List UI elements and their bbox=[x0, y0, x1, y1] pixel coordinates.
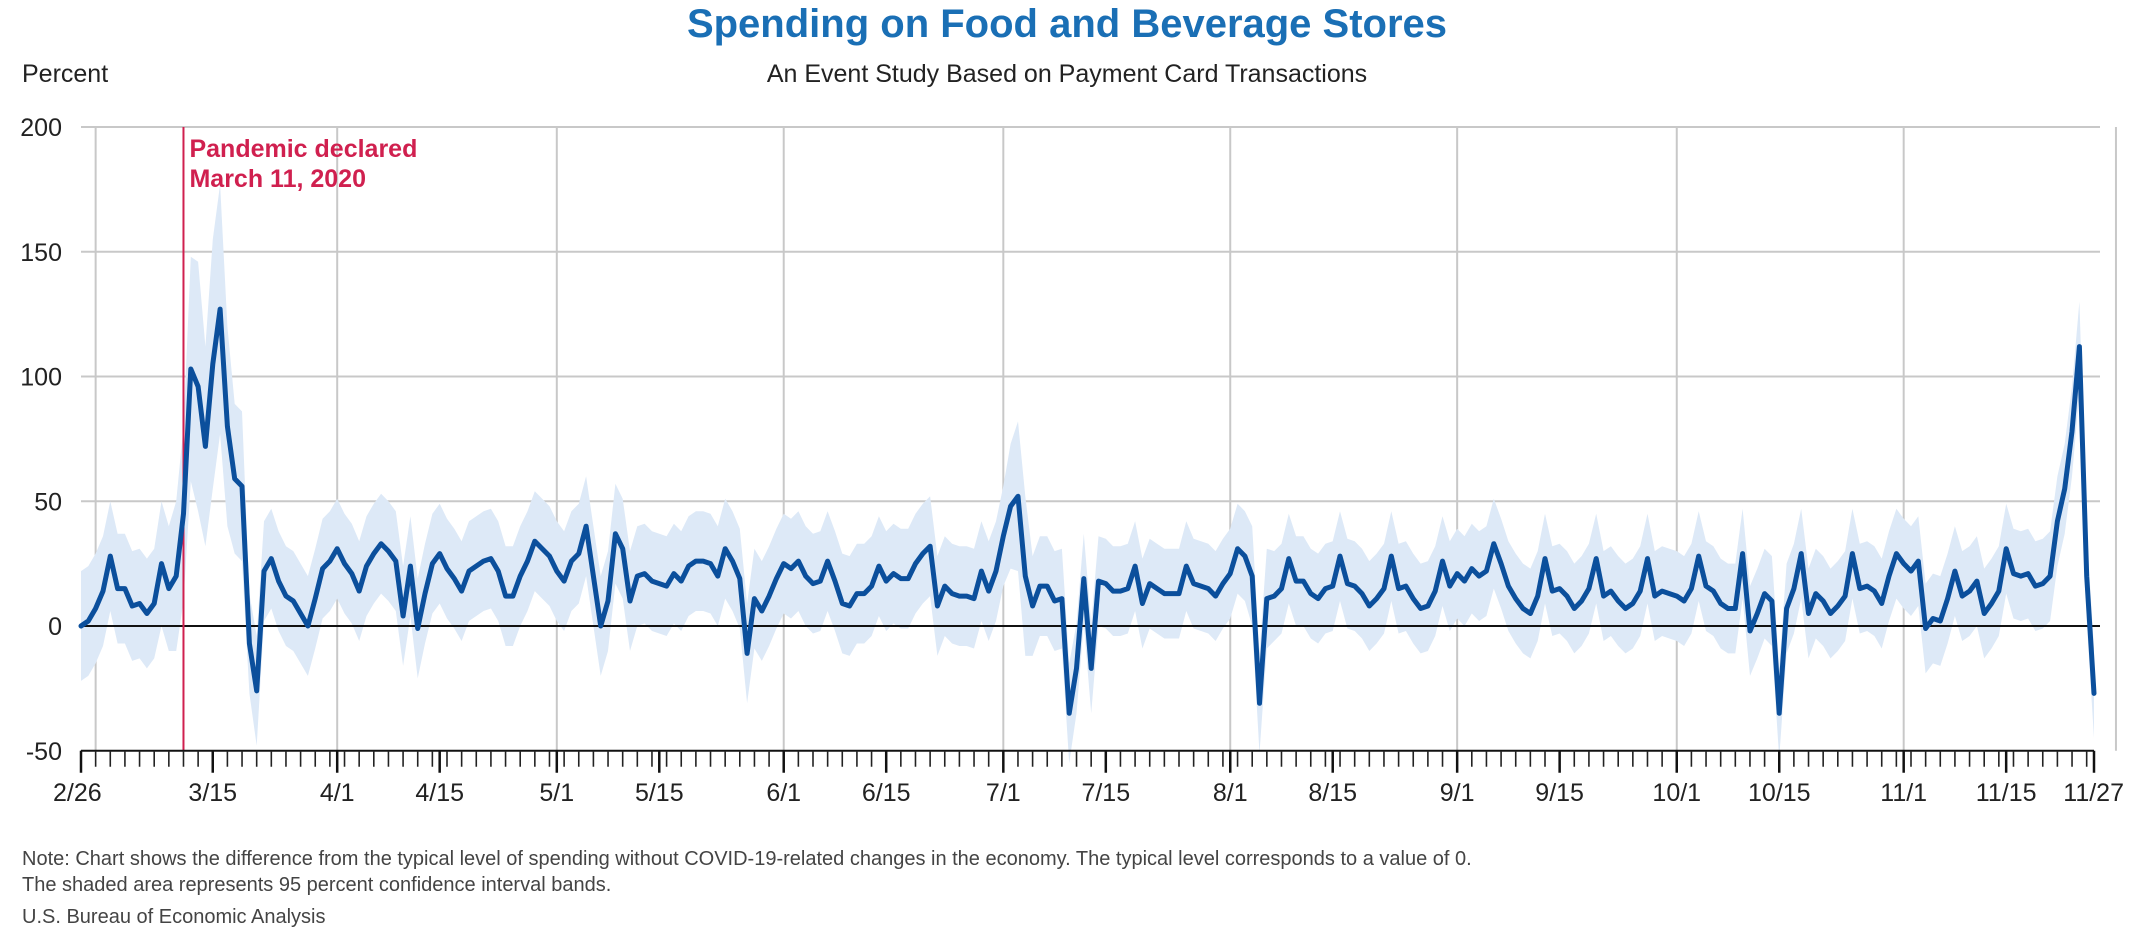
x-tick-label: 10/1 bbox=[1652, 779, 1701, 807]
y-tick-50: 50 bbox=[34, 488, 62, 516]
x-tick-label: 11/1 bbox=[1880, 779, 1927, 807]
series-line bbox=[78, 306, 2097, 716]
y-tick--50: -50 bbox=[26, 738, 62, 766]
y-tick-100: 100 bbox=[20, 364, 62, 392]
chart-title: Spending on Food and Beverage Stores bbox=[686, 2, 1448, 46]
x-tick-label: 5/15 bbox=[635, 779, 684, 807]
chart-subtitle: An Event Study Based on Payment Card Tra… bbox=[766, 60, 1368, 88]
horizontal-gridlines bbox=[81, 126, 2100, 503]
y-tick-labels: 200 150 100 50 0 -50 bbox=[20, 114, 62, 766]
x-tick-label: 7/1 bbox=[986, 779, 1021, 807]
x-tick-label: 3/15 bbox=[188, 779, 237, 807]
x-tick-label: 2/26 bbox=[53, 779, 102, 807]
source-credit: U.S. Bureau of Economic Analysis bbox=[22, 906, 326, 928]
note-line-2: The shaded area represents 95 percent co… bbox=[22, 874, 612, 896]
x-tick-label: 11/15 bbox=[1976, 779, 2037, 807]
x-tick-label: 5/1 bbox=[539, 779, 574, 807]
x-tick-label: 9/1 bbox=[1440, 779, 1475, 807]
confidence-band bbox=[81, 184, 2094, 764]
x-tick-labels: 2/26 3/15 4/1 4/15 5/1 5/15 6/1 6/15 7/1 7/15 8/1 8… bbox=[53, 750, 2124, 807]
x-tick-label: 7/15 bbox=[1081, 779, 1130, 807]
y-tick-0: 0 bbox=[48, 613, 62, 641]
x-tick-label: 8/1 bbox=[1213, 779, 1248, 807]
x-minor-ticks bbox=[80, 750, 2088, 767]
y-tick-150: 150 bbox=[20, 239, 62, 267]
x-tick-label: 6/1 bbox=[766, 779, 801, 807]
y-tick-200: 200 bbox=[20, 114, 62, 142]
x-tick-label: 4/15 bbox=[415, 779, 464, 807]
vertical-gridlines bbox=[94, 127, 2117, 751]
x-tick-label: 9/15 bbox=[1535, 779, 1584, 807]
x-tick-label: 8/15 bbox=[1308, 779, 1357, 807]
x-tick-label: 11/27 bbox=[2063, 779, 2124, 807]
x-tick-label: 10/15 bbox=[1748, 779, 1811, 807]
y-axis-label: Percent bbox=[22, 60, 109, 88]
x-tick-label: 4/1 bbox=[320, 779, 355, 807]
x-tick-label: 6/15 bbox=[862, 779, 911, 807]
line-chart: Pandemic declared March 11, 2020 200 150 1… bbox=[20, 114, 2124, 807]
annotation-line1: Pandemic declared bbox=[189, 135, 417, 163]
note-line-1: Note: Chart shows the difference from th… bbox=[22, 848, 1472, 870]
chart-note: Note: Chart shows the difference from th… bbox=[22, 846, 1472, 898]
annotation-line2: March 11, 2020 bbox=[189, 165, 366, 193]
